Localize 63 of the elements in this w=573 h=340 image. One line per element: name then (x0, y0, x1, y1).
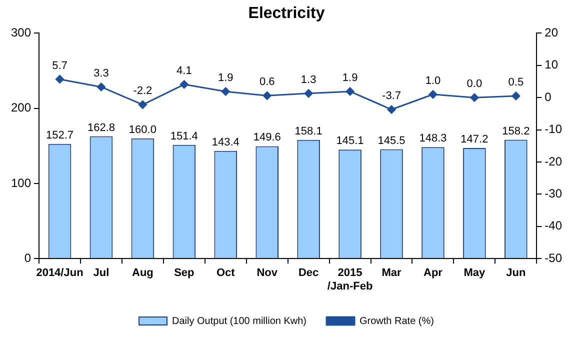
x-tick-label: Apr (424, 267, 444, 280)
data-label: -3.7 (382, 90, 401, 102)
data-label: 158.1 (294, 125, 322, 138)
x-tick-label: Mar (382, 267, 402, 280)
data-label: 4.1 (176, 64, 192, 77)
y-tick-label: 300 (10, 26, 32, 40)
data-label: 160.0 (128, 124, 156, 136)
x-tick-label: Aug (132, 267, 154, 280)
data-label: 0.0 (466, 78, 482, 90)
data-label: 1.9 (342, 72, 358, 84)
data-label: 1.9 (218, 72, 234, 84)
data-label: 149.6 (253, 132, 281, 144)
data-label: 158.2 (502, 125, 530, 138)
data-label: 162.8 (87, 122, 115, 134)
point (387, 105, 396, 114)
point (470, 93, 479, 102)
point (56, 74, 64, 84)
data-label: 148.3 (419, 132, 447, 145)
data-label: -2.2 (133, 85, 152, 98)
data-label: 5.7 (52, 60, 68, 72)
point (138, 100, 147, 109)
legend-label: Daily Output (100 million Kwh) (172, 316, 307, 327)
point (512, 92, 520, 100)
data-label: 1.0 (425, 74, 441, 87)
data-label: 145.5 (378, 134, 406, 147)
point (262, 91, 272, 100)
point (346, 87, 354, 96)
point (180, 80, 188, 89)
y2-tick-label: -20 (544, 154, 562, 168)
y2-tick-label: -50 (544, 250, 562, 265)
y2-tick-label: 10 (544, 58, 558, 72)
data-label: 0.6 (259, 76, 275, 88)
data-label: 1.3 (300, 74, 316, 86)
data-label: 0.5 (508, 76, 524, 89)
point (304, 89, 313, 98)
y2-tick-label: -10 (544, 122, 562, 136)
data-label: 143.4 (212, 136, 240, 148)
data-label: 145.1 (336, 135, 364, 148)
legend-label: Growth Rate (%) (360, 316, 434, 327)
chart-title: Electricity (248, 5, 325, 22)
x-tick-label: Dec (298, 267, 319, 280)
point (96, 82, 106, 92)
point (221, 87, 230, 96)
x-tick-label: Nov (256, 267, 278, 280)
data-label: 147.2 (460, 134, 488, 146)
y-tick-label: 200 (10, 100, 32, 115)
x-tick-label: Sep (174, 267, 195, 280)
x-tick-label: 2014/Jun (36, 267, 84, 280)
x-tick-label: Jul (93, 267, 110, 280)
y-tick-label: 0 (24, 250, 32, 265)
data-label: 3.3 (94, 68, 109, 80)
data-label: 151.4 (170, 130, 198, 142)
x-tick-label: 2015 /Jan-Feb (327, 267, 373, 292)
y2-tick-label: 20 (544, 26, 558, 40)
x-tick-label: Jun (506, 267, 526, 280)
y2-tick-label: 0 (544, 90, 552, 104)
y2-tick-label: -40 (544, 218, 562, 233)
data-label: 152.7 (46, 129, 74, 142)
x-tick-label: May (464, 267, 486, 280)
y2-tick-label: -30 (544, 186, 562, 201)
x-tick-label: Oct (216, 267, 236, 280)
y-tick-label: 100 (10, 176, 32, 190)
point (428, 90, 438, 99)
